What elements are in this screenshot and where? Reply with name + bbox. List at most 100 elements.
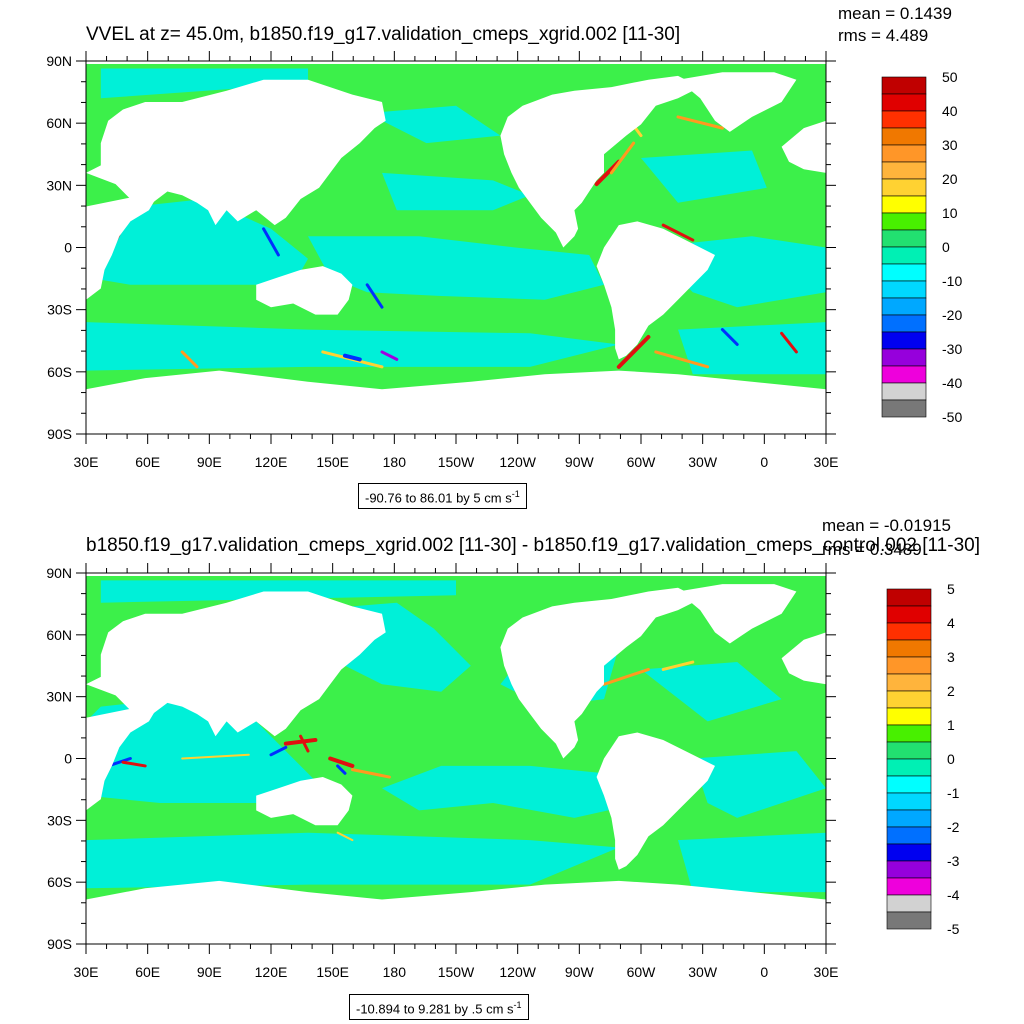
colorbar-swatch	[881, 382, 927, 401]
colorbar-swatch	[881, 127, 927, 146]
rms-value: rms = 4.489	[838, 26, 928, 45]
lon-tick-label: 120W	[499, 454, 536, 470]
lon-tick-label: 60E	[135, 454, 160, 470]
negative-velocity-region	[86, 322, 619, 371]
mean-value: mean = 0.1439	[838, 4, 952, 23]
negative-velocity-region	[86, 199, 308, 285]
boundary-current-streak	[299, 734, 310, 753]
contour-range-label: -90.76 to 86.01 by 5 cm s-1	[358, 483, 527, 510]
colorbar-label: 3	[947, 649, 955, 665]
lon-tick-label: 30E	[814, 964, 839, 980]
negative-velocity-region	[641, 150, 767, 203]
lon-tick-label: 120E	[255, 964, 288, 980]
panel-title: b1850.f19_g17.validation_cmeps_xgrid.002…	[86, 535, 980, 556]
boundary-current-streak	[350, 768, 391, 779]
colorbar-label: -20	[942, 307, 962, 323]
lon-tick-label: 90E	[197, 454, 222, 470]
colorbar-label: -50	[942, 409, 962, 425]
land-antarctica	[86, 880, 826, 944]
boundary-current-streak	[661, 660, 695, 671]
colorbar-label: -10	[942, 273, 962, 289]
colorbar-label: 10	[942, 205, 958, 221]
lon-tick-label: 30E	[74, 964, 99, 980]
mean-value: mean = -0.01915	[822, 516, 951, 535]
colorbar-swatch	[886, 605, 932, 624]
boundary-current-streak	[336, 831, 354, 842]
lon-tick-label: 150E	[316, 454, 349, 470]
boundary-current-streak	[262, 227, 280, 257]
colorbar-swatch	[886, 894, 932, 913]
colorbar-label: -30	[942, 341, 962, 357]
colorbar-swatch	[886, 860, 932, 879]
land-europe	[781, 120, 826, 173]
negative-velocity-region	[382, 765, 641, 818]
lat-tick-label: 60N	[46, 115, 72, 131]
colorbar-swatch	[881, 246, 927, 265]
rms-value: rms = 0.3489	[822, 540, 922, 559]
land-africa	[86, 702, 160, 811]
negative-velocity-region	[382, 172, 530, 211]
colorbar-label: 4	[947, 615, 955, 631]
lon-tick-label: 30W	[688, 964, 718, 980]
colorbar-swatch	[886, 724, 932, 743]
colorbar-swatch	[881, 93, 927, 112]
boundary-current-streak	[602, 667, 650, 686]
boundary-current-streak	[181, 753, 250, 760]
colorbar-swatch	[881, 110, 927, 129]
lon-tick-label: 90W	[565, 964, 595, 980]
lon-tick-label: 180	[383, 454, 407, 470]
lon-tick-label: 150W	[438, 454, 475, 470]
colorbar-label: -1	[947, 785, 960, 801]
land-africa	[86, 191, 160, 300]
colorbar-swatch	[886, 690, 932, 709]
lat-tick-label: 90S	[47, 936, 72, 952]
boundary-current-streak	[180, 350, 199, 369]
colorbar-label: 5	[947, 581, 955, 597]
colorbar-swatch	[881, 280, 927, 299]
lon-tick-label: 60E	[135, 964, 160, 980]
map-panel-2	[76, 563, 932, 954]
colorbar-swatch	[886, 758, 932, 777]
negative-velocity-region	[678, 832, 826, 893]
colorbar-swatch	[886, 656, 932, 675]
lat-tick-label: 60S	[47, 874, 72, 890]
range-unit-exponent: -1	[513, 1000, 522, 1010]
boundary-current-streak	[609, 141, 636, 175]
lat-tick-label: 90N	[46, 565, 72, 581]
colorbar-swatch	[881, 195, 927, 214]
colorbar-swatch	[886, 843, 932, 862]
colorbar-swatch	[886, 639, 932, 658]
boundary-current-streak	[343, 353, 362, 362]
colorbar-label: 30	[942, 137, 958, 153]
lon-tick-label: 150W	[438, 964, 475, 980]
lat-tick-label: 30N	[46, 177, 72, 193]
lon-tick-label: 120W	[499, 964, 536, 980]
boundary-current-streak	[336, 764, 347, 775]
land-s_america	[596, 221, 715, 360]
lon-tick-label: 60W	[627, 454, 657, 470]
colorbar-swatch	[881, 76, 927, 95]
colorbar-label: 40	[942, 103, 958, 119]
boundary-current-streak	[676, 115, 724, 130]
negative-velocity-region	[692, 751, 826, 818]
colorbar-swatch	[881, 365, 927, 384]
colorbar-swatch	[886, 622, 932, 641]
colorbar-swatch	[886, 911, 932, 930]
colorbar-label: -40	[942, 375, 962, 391]
land-n_america	[500, 587, 701, 759]
colorbar-swatch	[886, 707, 932, 726]
negative-velocity-region	[641, 662, 782, 722]
land-greenland	[678, 584, 797, 644]
colorbar-label: 2	[947, 683, 955, 699]
lat-tick-label: 60S	[47, 364, 72, 380]
colorbar-swatch	[881, 348, 927, 367]
colorbar-label: -4	[947, 887, 960, 903]
map-panel-1	[76, 51, 927, 444]
colorbar-label: 20	[942, 171, 958, 187]
negative-velocity-region	[308, 236, 604, 300]
lat-tick-label: 30S	[47, 812, 72, 828]
colorbar-swatch	[881, 331, 927, 350]
colorbar-swatch	[886, 673, 932, 692]
negative-velocity-region	[86, 832, 619, 889]
boundary-current-streak	[269, 745, 288, 757]
